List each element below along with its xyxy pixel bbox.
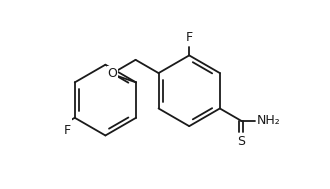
Text: F: F xyxy=(186,31,193,44)
Text: F: F xyxy=(64,124,71,137)
Text: S: S xyxy=(237,135,245,148)
Text: O: O xyxy=(108,67,117,80)
Text: NH₂: NH₂ xyxy=(257,114,281,127)
